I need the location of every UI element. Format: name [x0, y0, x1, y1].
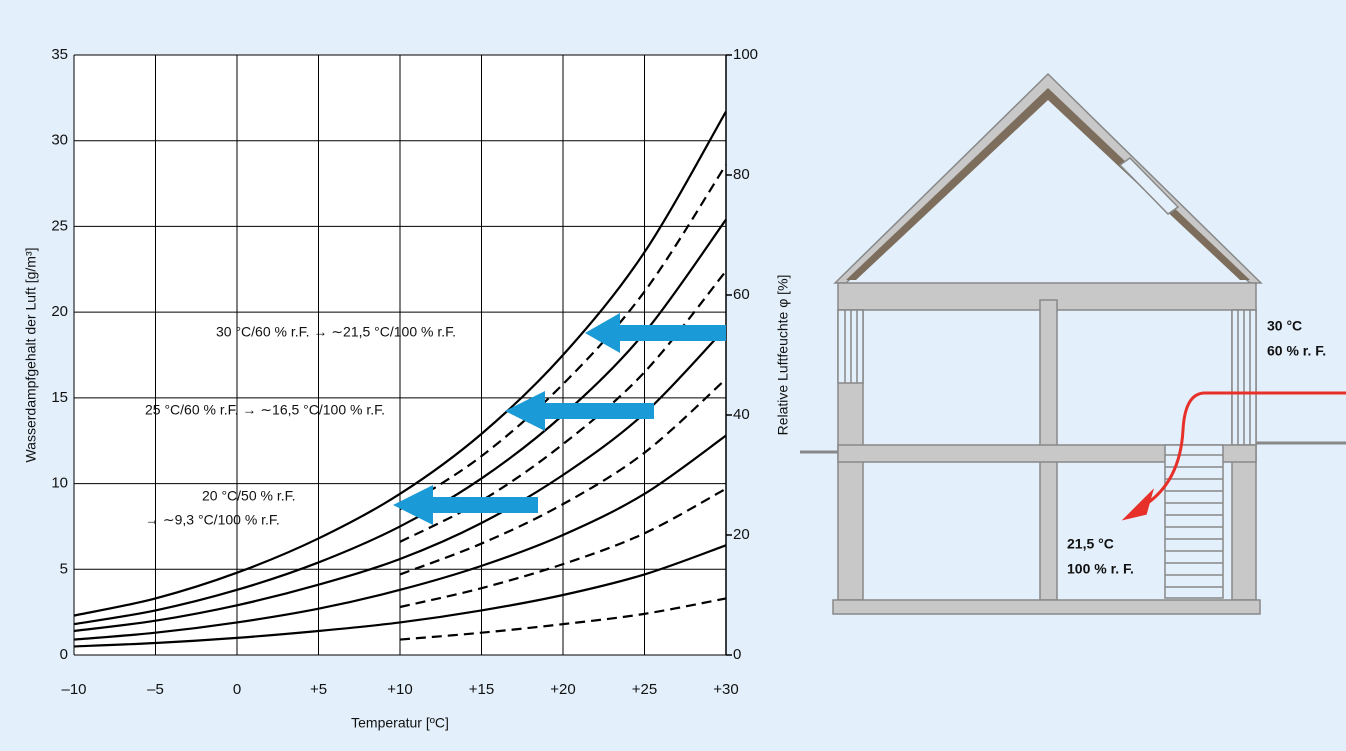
y-tick-label: 20: [51, 303, 68, 320]
annotation: 25 °C/60 % r.F. → ∼16,5 °C/100 % r.F.: [145, 402, 385, 418]
y-tick-label: 0: [60, 646, 68, 663]
inside-label: 100 % r. F.: [1067, 561, 1134, 577]
x-axis-label: Temperatur [ºC]: [351, 715, 449, 731]
annotation: → ∼9,3 °C/100 % r.F.: [145, 512, 280, 528]
rh-curve: [399, 378, 727, 576]
y-tick-label: 35: [51, 46, 68, 63]
y-tick-label: 5: [60, 560, 68, 577]
y2-tick-label: 0: [733, 646, 741, 663]
rh-curve: [73, 111, 727, 617]
arrow: [393, 485, 538, 525]
y2-tick-label: 100: [733, 46, 758, 63]
x-tick-label: +5: [310, 681, 327, 698]
x-tick-label: +30: [713, 681, 738, 698]
airflow-arrow: [1139, 391, 1346, 510]
x-tick-label: –10: [61, 681, 86, 698]
x-tick-label: 0: [233, 681, 241, 698]
rh-curve: [73, 218, 727, 626]
y2-tick-label: 20: [733, 526, 750, 543]
x-tick-label: +20: [550, 681, 575, 698]
outside-label: 30 °C: [1267, 318, 1302, 334]
arrow: [505, 391, 654, 431]
rh-curve: [73, 544, 727, 648]
rh-curve: [399, 597, 727, 641]
x-tick-label: +15: [469, 681, 494, 698]
rh-curve: [73, 434, 727, 641]
annotation: 30 °C/60 % r.F. → ∼21,5 °C/100 % r.F.: [216, 324, 456, 340]
annotation: 20 °C/50 % r.F.: [202, 488, 296, 504]
inside-label: 21,5 °C: [1067, 536, 1114, 552]
rh-curve: [399, 164, 727, 511]
rh-curve: [73, 326, 727, 633]
y2-tick-label: 80: [733, 166, 750, 183]
x-tick-label: +25: [632, 681, 657, 698]
y-tick-label: 10: [51, 475, 68, 492]
y2-tick-label: 40: [733, 406, 750, 423]
airflow-arrowhead: [1121, 488, 1154, 521]
outside-label: 60 % r. F.: [1267, 343, 1326, 359]
y2-tick-label: 60: [733, 286, 750, 303]
rh-curve: [399, 487, 727, 609]
y-tick-label: 25: [51, 217, 68, 234]
house: [800, 72, 1346, 615]
x-tick-label: +10: [387, 681, 412, 698]
y-axis-label: Wasserdampfgehalt der Luft [g/m³]: [23, 247, 39, 462]
arrow: [585, 313, 726, 353]
x-tick-label: –5: [147, 681, 164, 698]
y2-axis-label: Relative Luftfeuchte φ [%]: [775, 275, 791, 436]
y-tick-label: 30: [51, 132, 68, 149]
y-tick-label: 15: [51, 389, 68, 406]
